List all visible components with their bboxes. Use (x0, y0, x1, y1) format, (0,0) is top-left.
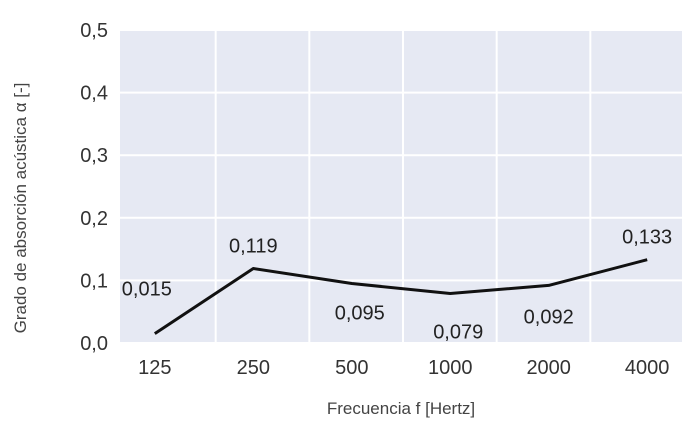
plot-background (120, 30, 682, 343)
y-tick-label: 0,5 (80, 20, 108, 42)
x-tick-label: 500 (335, 357, 368, 379)
y-tick-label: 0,0 (80, 333, 108, 355)
data-label: 0,015 (122, 279, 172, 301)
data-label: 0,119 (229, 236, 278, 258)
data-label: 0,092 (524, 306, 574, 328)
x-axis-label: Frecuencia f [Hertz] (327, 399, 475, 418)
y-tick-label: 0,4 (80, 83, 108, 105)
x-tick-label: 2000 (526, 357, 571, 379)
y-axis-label: Grado de absorción acústica α [-] (11, 83, 30, 334)
data-label: 0,095 (335, 303, 385, 325)
y-tick-label: 0,1 (80, 270, 108, 292)
x-tick-labels: 125 250 500 1000 2000 4000 (138, 357, 669, 379)
y-tick-labels: 0,0 0,1 0,2 0,3 0,4 0,5 (80, 20, 108, 355)
x-tick-label: 250 (237, 357, 270, 379)
data-label: 0,133 (622, 227, 672, 249)
x-tick-label: 4000 (625, 357, 670, 379)
data-label: 0,079 (433, 322, 483, 344)
y-tick-label: 0,2 (80, 208, 108, 230)
x-tick-label: 1000 (428, 357, 473, 379)
x-tick-label: 125 (138, 357, 171, 379)
y-tick-label: 0,3 (80, 145, 108, 167)
